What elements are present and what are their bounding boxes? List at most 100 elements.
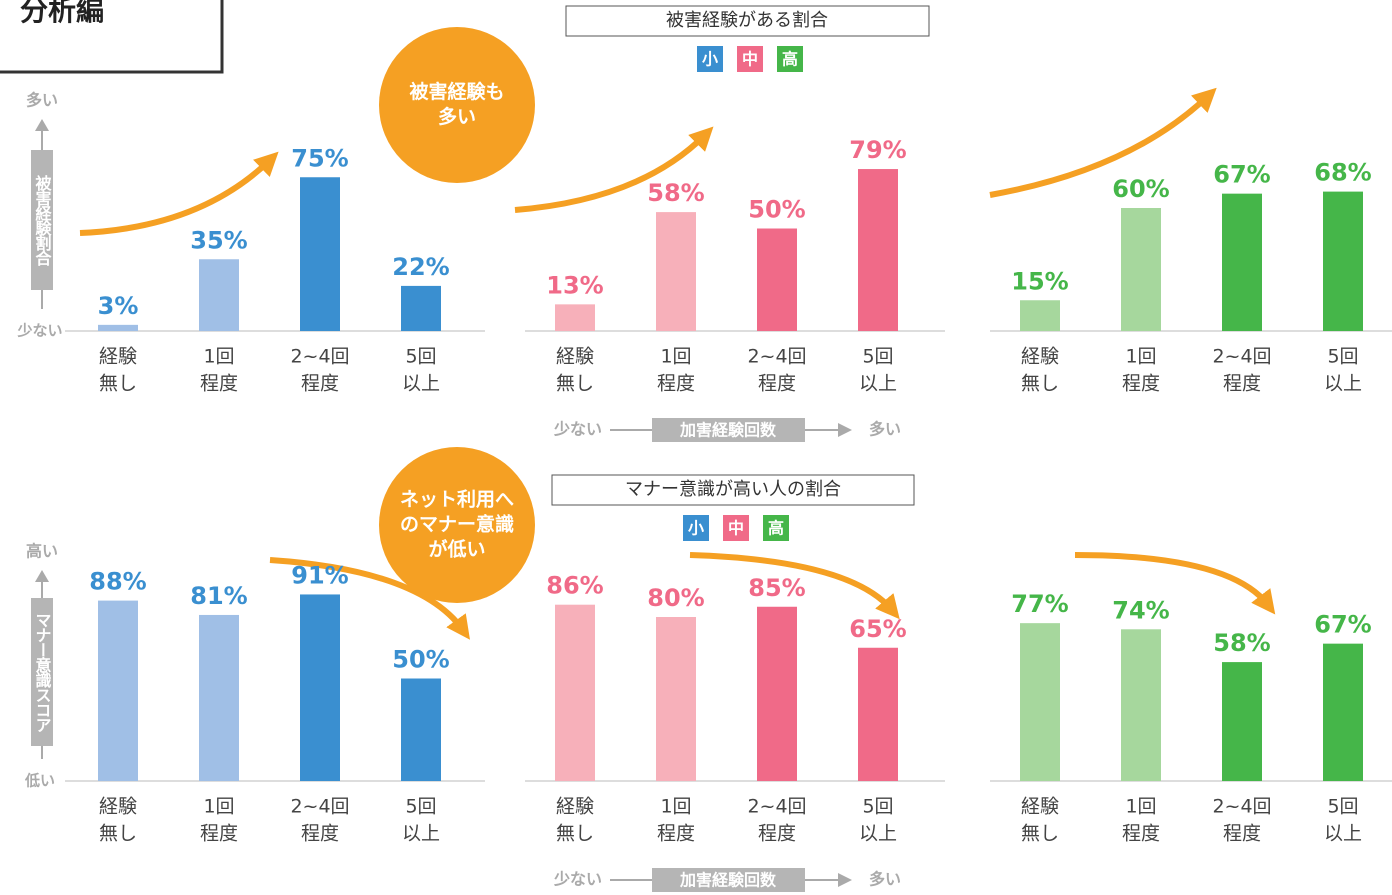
bar: [401, 285, 441, 331]
x-tick-label: 程度: [657, 823, 695, 845]
legend-swatch: [777, 46, 803, 72]
value-label: 68%: [1314, 159, 1371, 187]
value-label: 88%: [89, 568, 146, 596]
x-tick-label: 程度: [758, 823, 796, 845]
bar: [199, 614, 239, 781]
callout-text: ネット利用へ: [400, 489, 514, 511]
y-axis-label: 被害経験割合: [33, 174, 52, 267]
x-indicator-arrow: [838, 423, 852, 437]
x-tick-label: 程度: [200, 823, 238, 845]
value-label: 13%: [546, 271, 603, 299]
x-tick-label: 2~4回: [290, 346, 349, 368]
x-tick-label: 5回: [405, 346, 436, 368]
value-label: 77%: [1011, 590, 1068, 618]
bar: [199, 259, 239, 331]
value-label: 74%: [1112, 596, 1169, 624]
trend-arrow: [1074, 552, 1276, 615]
x-tick-label: 2~4回: [747, 346, 806, 368]
x-tick-label: 1回: [1125, 346, 1156, 368]
header-title: 分析編: [20, 0, 104, 27]
y-low-label: 低い: [24, 772, 55, 790]
legend-label: 中: [742, 50, 758, 69]
x-tick-label: 以上: [402, 823, 440, 845]
value-label: 60%: [1112, 175, 1169, 203]
bar: [656, 617, 696, 781]
callout-circle: [379, 447, 535, 603]
header-box: [0, 0, 224, 74]
x-tick-label: 1回: [203, 346, 234, 368]
bar: [1020, 623, 1060, 781]
bar: [555, 604, 595, 781]
trend-arrow: [79, 151, 279, 236]
value-label: 35%: [190, 226, 247, 254]
x-tick-label: 2~4回: [1212, 796, 1271, 818]
x-axis-label-box: [652, 868, 805, 892]
callout-text: のマナー意識: [400, 513, 514, 536]
x-tick-label: 程度: [301, 373, 339, 395]
x-tick-label: 程度: [1223, 373, 1261, 395]
legend-swatch: [763, 515, 789, 541]
group-title: マナー意識が高い人の割合: [625, 479, 841, 500]
bar: [1222, 662, 1262, 781]
bar: [401, 678, 441, 781]
x-tick-label: 5回: [862, 346, 893, 368]
x-high-label: 多い: [869, 870, 901, 889]
value-label: 81%: [190, 582, 247, 610]
value-label: 3%: [98, 292, 139, 320]
callout-circle: [379, 27, 535, 183]
trend-arrows: [79, 87, 1276, 640]
x-tick-label: 2~4回: [290, 796, 349, 818]
x-tick-label: 1回: [203, 796, 234, 818]
x-tick-label: 経験: [1021, 346, 1059, 368]
callout-text: 多い: [438, 105, 476, 128]
x-tick-label: 無し: [99, 373, 137, 395]
group-title: 被害経験がある割合: [666, 10, 828, 31]
value-label: 58%: [1213, 629, 1270, 657]
legend-swatch: [697, 46, 723, 72]
value-label: 75%: [291, 144, 348, 172]
legend-label: 中: [728, 519, 744, 538]
legend-label: 高: [782, 50, 798, 69]
bar: [757, 228, 797, 331]
x-tick-label: 5回: [405, 796, 436, 818]
value-label: 67%: [1213, 161, 1270, 189]
trend-arrow: [989, 87, 1217, 198]
group-title-box: [565, 5, 930, 37]
x-tick-label: 1回: [660, 346, 691, 368]
x-axis-label: 加害経験回数: [679, 871, 777, 890]
bar: [1020, 300, 1060, 331]
x-tick-label: 経験: [556, 346, 594, 368]
bar: [656, 212, 696, 331]
y-high-label: 多い: [26, 91, 58, 110]
x-tick-label: 1回: [660, 796, 691, 818]
x-tick-label: 経験: [556, 796, 594, 818]
bar: [858, 169, 898, 331]
x-tick-label: 程度: [1223, 823, 1261, 845]
value-label: 50%: [392, 646, 449, 674]
x-indicator-arrow: [838, 873, 852, 887]
x-low-label: 少ない: [553, 420, 602, 439]
legend-swatch: [723, 515, 749, 541]
y-indicator-arrow: [35, 119, 49, 131]
callout-text: 被害経験も: [409, 80, 504, 103]
bar: [757, 606, 797, 781]
x-tick-label: 1回: [1125, 796, 1156, 818]
bar: [1323, 643, 1363, 781]
y-axis-label-box: [31, 150, 53, 290]
bar: [858, 647, 898, 781]
x-tick-label: 以上: [859, 823, 897, 845]
x-tick-label: 経験: [99, 346, 137, 368]
legend-swatch: [683, 515, 709, 541]
x-low-label: 少ない: [553, 870, 602, 889]
x-tick-label: 以上: [402, 373, 440, 395]
callout-text: が低い: [428, 538, 485, 561]
y-high-label: 高い: [26, 542, 58, 561]
value-label: 91%: [291, 561, 348, 589]
trend-arrow: [269, 557, 470, 640]
x-tick-label: 5回: [862, 796, 893, 818]
x-tick-label: 以上: [1324, 373, 1362, 395]
x-tick-label: 程度: [301, 823, 339, 845]
y-low-label: 少ない: [16, 322, 62, 340]
x-tick-label: 経験: [99, 796, 137, 818]
